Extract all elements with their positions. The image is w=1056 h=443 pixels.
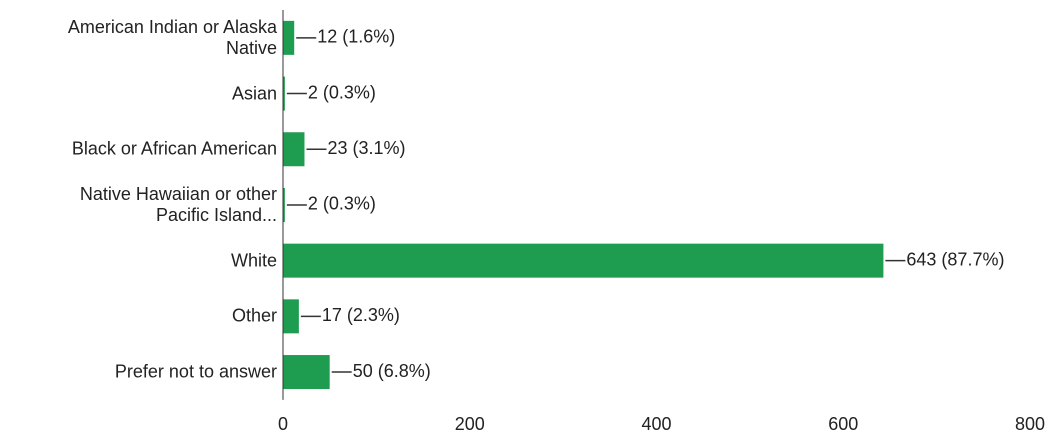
bar xyxy=(283,132,305,167)
y-tick-label: Black or African American xyxy=(71,138,277,159)
data-label: 17 (2.3%) xyxy=(322,305,400,325)
y-tick-label: American Indian or Alaska Native xyxy=(67,16,277,58)
y-tick-label: Other xyxy=(231,305,277,326)
x-tick-label: 0 xyxy=(278,414,288,434)
y-tick-label: White xyxy=(230,250,277,271)
bar xyxy=(283,76,285,111)
x-tick-label: 800 xyxy=(1015,414,1045,434)
bar xyxy=(283,20,295,55)
data-label: 50 (6.8%) xyxy=(353,361,431,381)
bar xyxy=(283,187,285,222)
bar xyxy=(283,355,330,390)
data-label: 12 (1.6%) xyxy=(317,27,395,47)
data-label: 2 (0.3%) xyxy=(308,194,376,214)
data-label: 643 (87.7%) xyxy=(906,249,1004,269)
y-tick-label: Native Hawaiian or other Pacific Island.… xyxy=(79,183,277,225)
y-tick-label: Prefer not to answer xyxy=(114,361,277,382)
bar xyxy=(283,243,884,278)
y-tick-label: Asian xyxy=(231,83,277,104)
x-tick-label: 400 xyxy=(641,414,671,434)
bar xyxy=(283,299,299,334)
x-tick-label: 600 xyxy=(828,414,858,434)
data-label: 2 (0.3%) xyxy=(308,82,376,102)
data-label: 23 (3.1%) xyxy=(327,138,405,158)
x-tick-label: 200 xyxy=(455,414,485,434)
